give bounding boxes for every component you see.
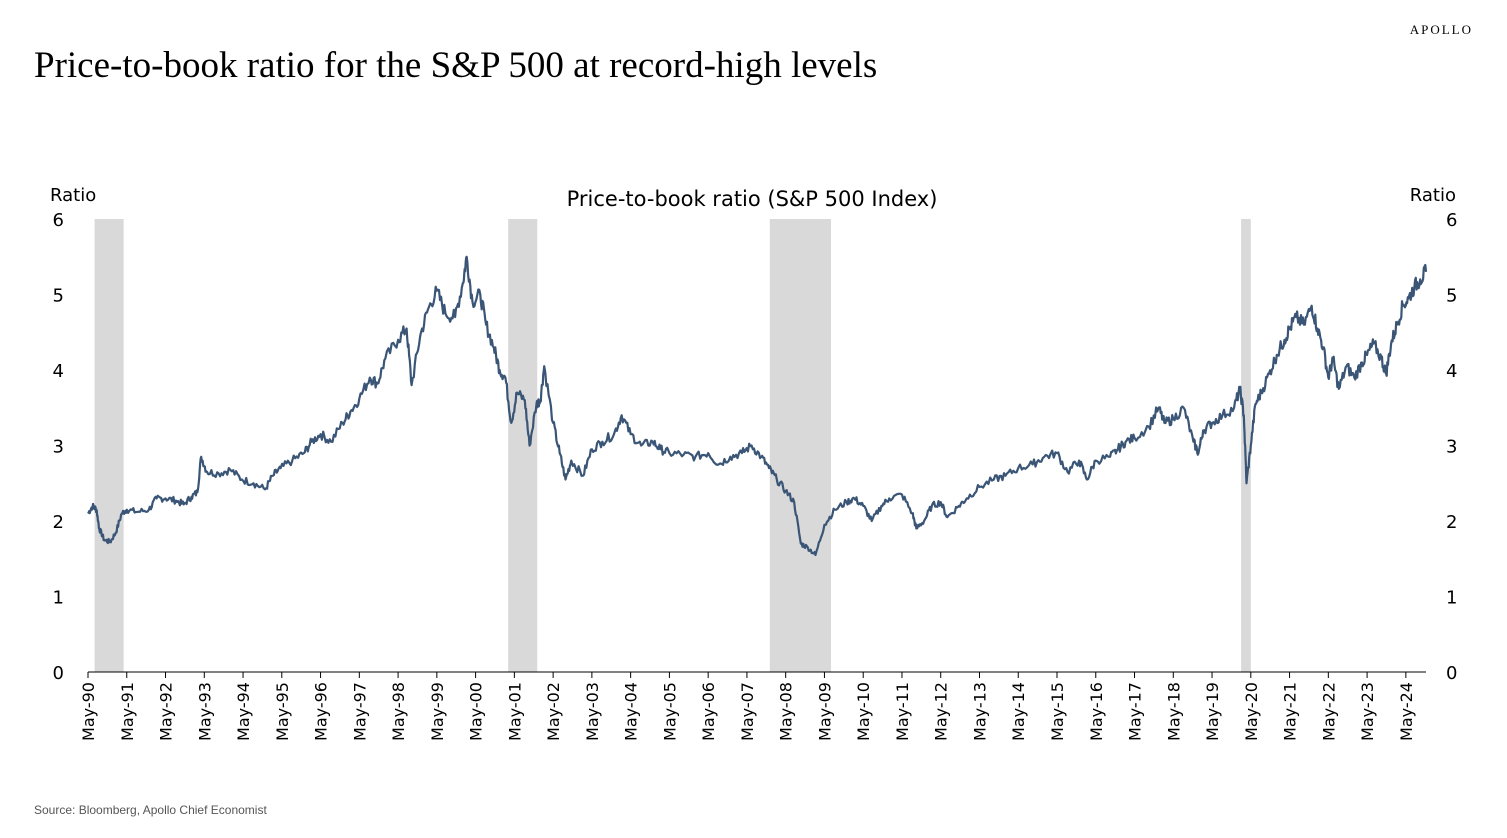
y-ticks-left: 0 1 2 3 4 5 6 — [53, 210, 64, 684]
x-tick-label: May-19 — [1203, 682, 1222, 741]
x-tick-label: May-12 — [932, 682, 951, 741]
x-tick-label: May-20 — [1242, 682, 1261, 741]
x-ticks: May-90 May-91 May-92 May-93 May-94 May-95 May-… — [79, 672, 1416, 741]
y-tick-right-2: 2 — [1446, 512, 1457, 533]
chart-title: Price-to-book ratio (S&P 500 Index) — [567, 187, 938, 211]
x-tick-label: May-03 — [583, 682, 602, 741]
x-tick-label: May-98 — [389, 682, 408, 741]
y-tick-left-3: 3 — [53, 437, 64, 458]
x-tick-label: May-14 — [1009, 682, 1028, 741]
x-tick-label: May-23 — [1358, 682, 1377, 741]
y-tick-right-4: 4 — [1446, 361, 1457, 382]
y-tick-left-0: 0 — [53, 663, 64, 684]
x-tick-label: May-13 — [970, 682, 989, 741]
y-tick-left-5: 5 — [53, 286, 64, 307]
x-tick-label: May-04 — [622, 682, 641, 741]
recession-band-2 — [508, 219, 538, 672]
x-tick-label: May-99 — [428, 682, 447, 741]
series-line-1 — [87, 255, 1428, 557]
x-tick-label: May-07 — [738, 682, 757, 741]
x-tick-label: May-93 — [195, 682, 214, 741]
x-tick-label: May-00 — [467, 682, 486, 741]
series-layer — [87, 255, 1428, 557]
x-tick-label: May-24 — [1397, 682, 1416, 741]
recession-bands — [94, 219, 1251, 672]
y-tick-right-6: 6 — [1446, 210, 1457, 231]
x-tick-label: May-09 — [815, 682, 834, 741]
y-tick-right-1: 1 — [1446, 588, 1457, 609]
x-tick-label: May-16 — [1087, 682, 1106, 741]
y-tick-left-1: 1 — [53, 588, 64, 609]
y-axis-label-left: Ratio — [50, 185, 96, 206]
y-axis-label-right: Ratio — [1410, 185, 1456, 206]
x-tick-label: May-10 — [854, 682, 873, 741]
x-tick-label: May-90 — [79, 682, 98, 741]
brand-logo: APOLLO — [1409, 22, 1473, 37]
recession-band-1 — [94, 219, 124, 672]
x-tick-label: May-94 — [234, 682, 253, 741]
x-tick-label: May-06 — [699, 682, 718, 741]
y-tick-right-0: 0 — [1446, 663, 1457, 684]
x-tick-label: May-97 — [350, 682, 369, 741]
x-tick-label: May-91 — [118, 682, 137, 741]
x-tick-label: May-96 — [312, 682, 331, 741]
page-title: Price-to-book ratio for the S&P 500 at r… — [34, 45, 878, 86]
y-tick-right-3: 3 — [1446, 437, 1457, 458]
x-tick-label: May-92 — [157, 682, 176, 741]
y-tick-right-5: 5 — [1446, 286, 1457, 307]
x-tick-label: May-17 — [1126, 682, 1145, 741]
x-tick-label: May-05 — [660, 682, 679, 741]
y-tick-left-2: 2 — [53, 512, 64, 533]
y-ticks-right: 0 1 2 3 4 5 6 — [1446, 210, 1457, 684]
x-tick-label: May-22 — [1319, 682, 1338, 741]
x-tick-label: May-21 — [1281, 682, 1300, 741]
x-tick-label: May-11 — [893, 682, 912, 741]
x-tick-label: May-18 — [1164, 682, 1183, 741]
x-tick-label: May-15 — [1048, 682, 1067, 741]
recession-band-3 — [769, 219, 832, 672]
y-tick-left-4: 4 — [53, 361, 64, 382]
x-tick-label: May-08 — [777, 682, 796, 741]
x-tick-label: May-01 — [505, 682, 524, 741]
source-note: Source: Bloomberg, Apollo Chief Economis… — [34, 803, 267, 817]
x-tick-label: May-95 — [273, 682, 292, 741]
x-tick-label: May-02 — [544, 682, 563, 741]
y-tick-left-6: 6 — [53, 210, 64, 231]
